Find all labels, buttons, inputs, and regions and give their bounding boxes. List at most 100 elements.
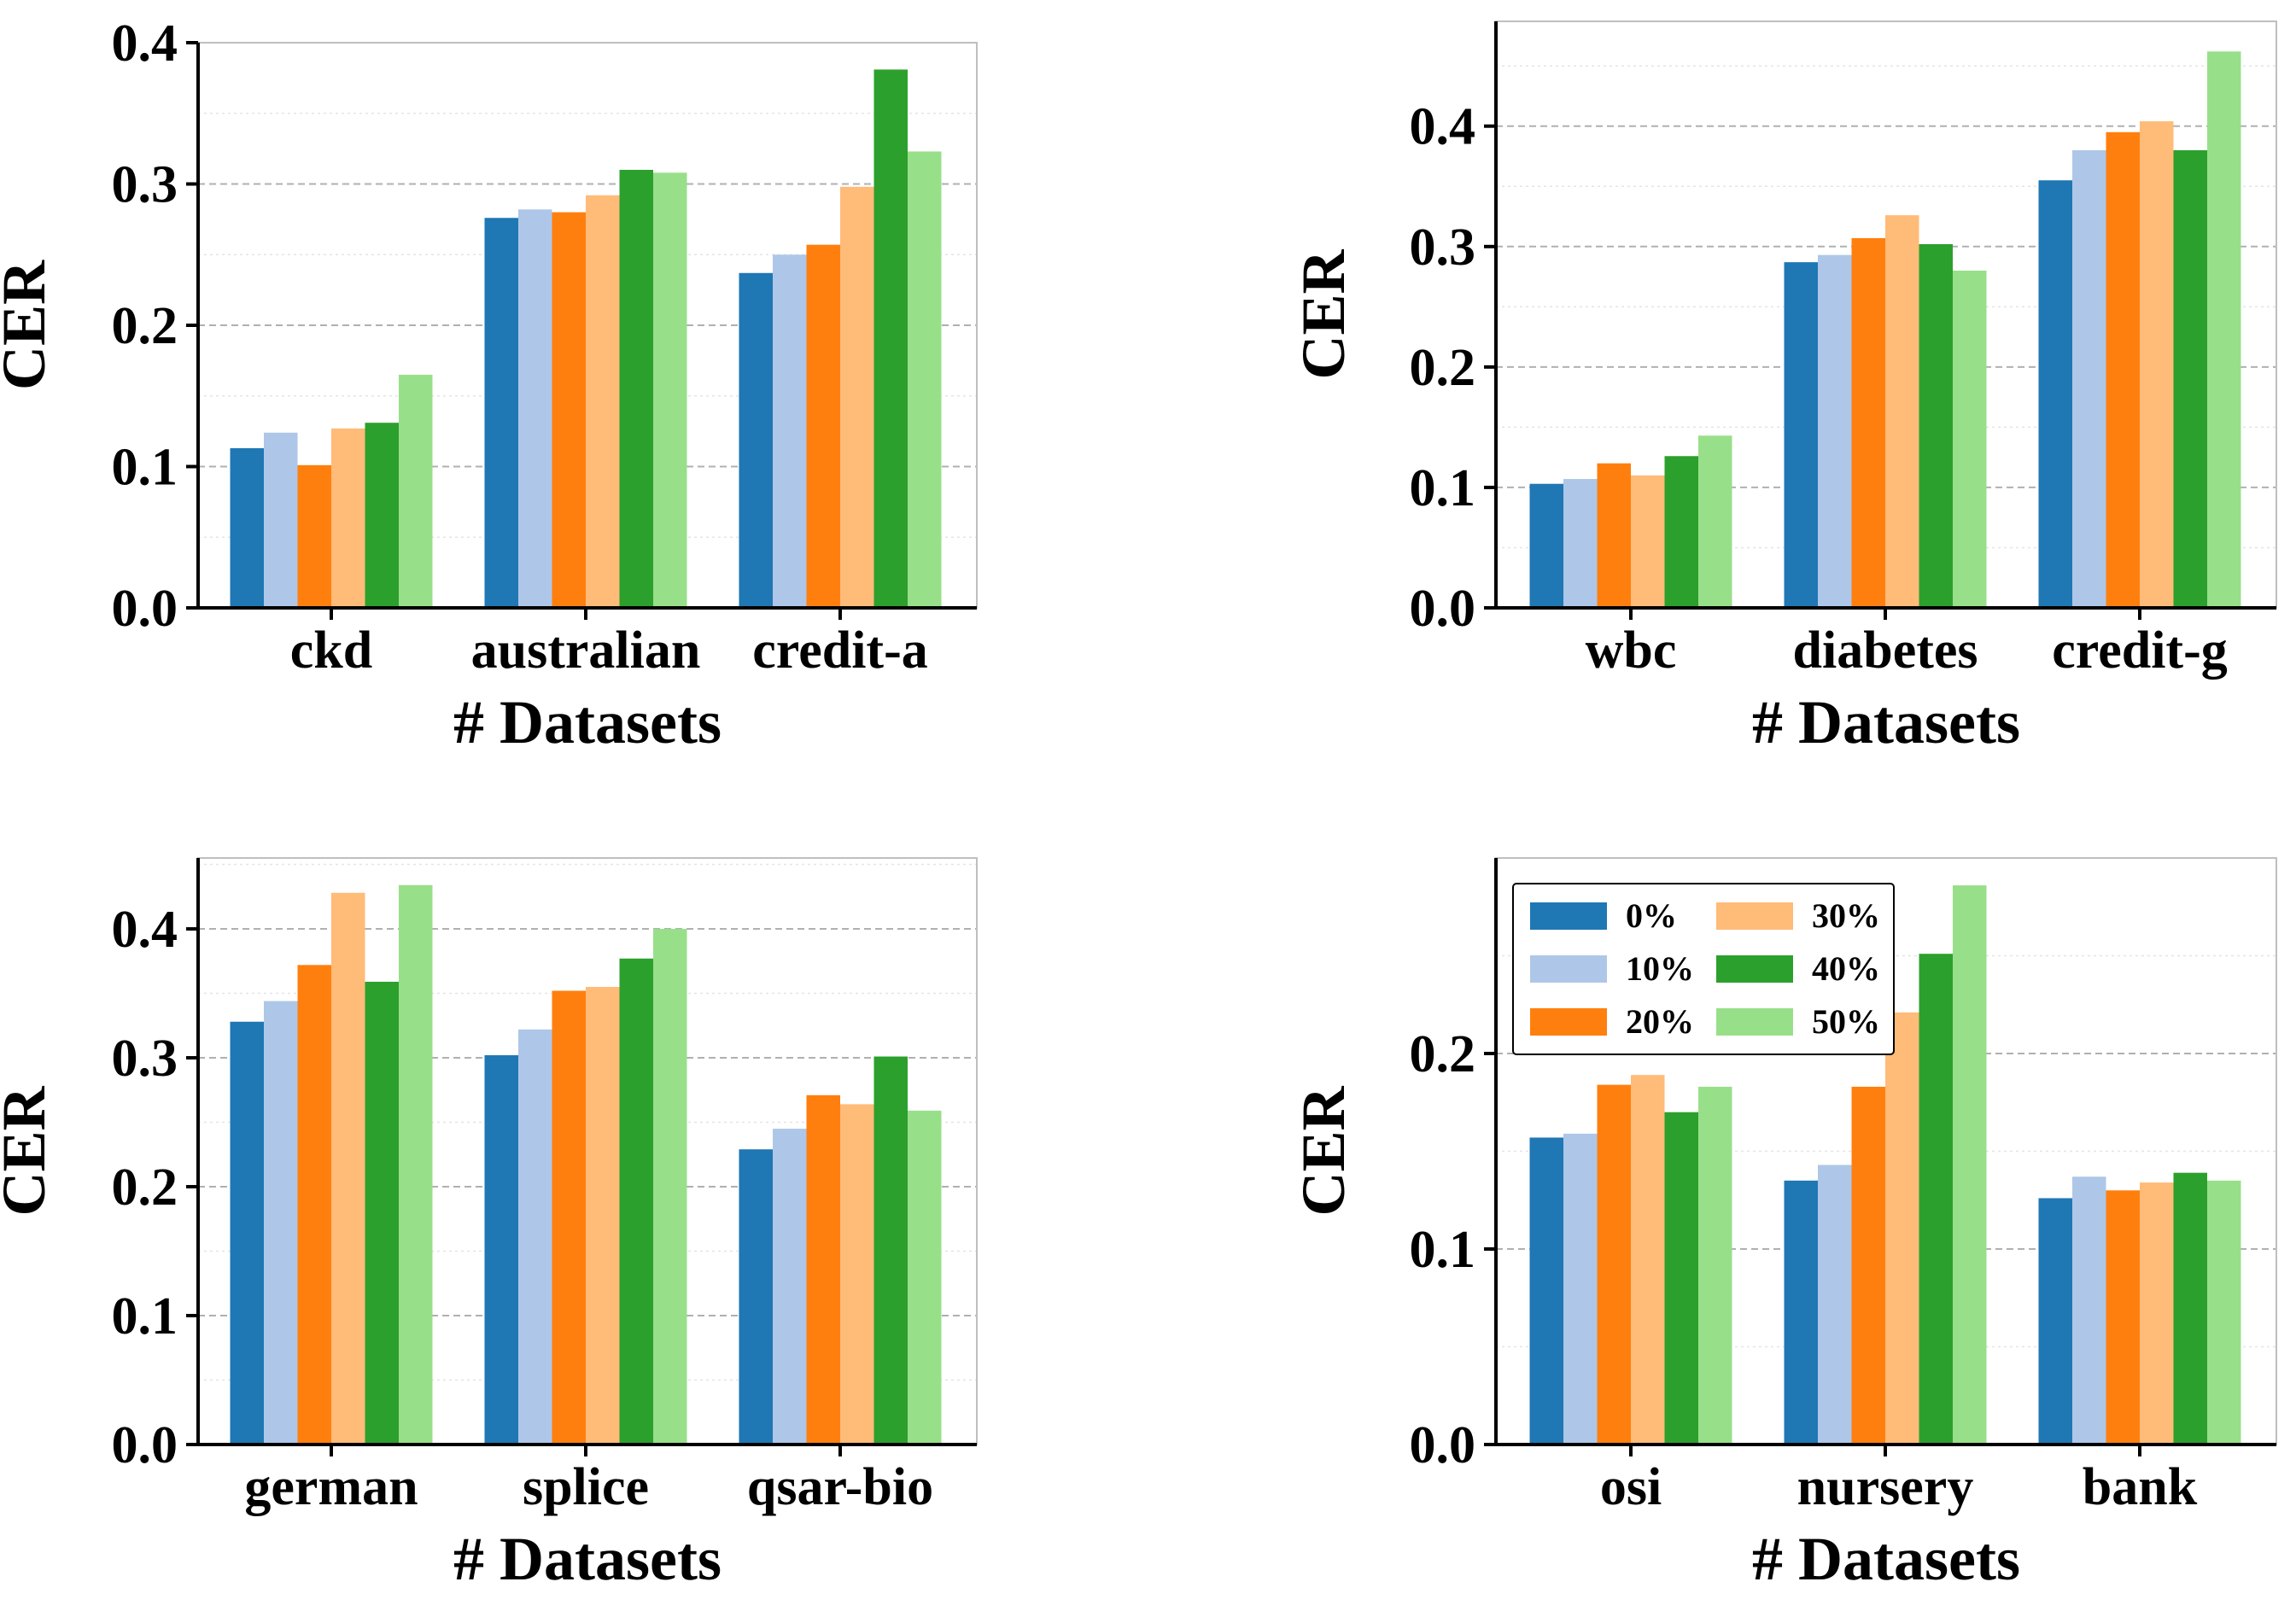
bar-bank-40pct bbox=[2173, 1172, 2207, 1445]
x-tick-label: ckd bbox=[290, 622, 372, 680]
x-axis-label: # Datasets bbox=[1752, 1525, 2020, 1593]
x-tick-label: splice bbox=[523, 1458, 649, 1516]
chart-bottom-left: 0.0 0.1 0.2 0.3 0.4 german splice qsar-bio # Dat… bbox=[0, 857, 978, 1593]
bar-diabetes-50pct bbox=[1953, 271, 1987, 608]
bar-nursery-20pct bbox=[1851, 1086, 1885, 1445]
x-tick-label: nursery bbox=[1797, 1458, 1974, 1516]
bar-ckd-30pct bbox=[331, 428, 365, 608]
y-tick-label: 0.2 bbox=[112, 1159, 178, 1217]
bar-german-40pct bbox=[365, 981, 399, 1445]
x-axis-label: # Datasets bbox=[453, 688, 722, 756]
bar-diabetes-0pct bbox=[1784, 262, 1818, 608]
y-tick-label: 0.0 bbox=[1410, 580, 1476, 638]
y-tick-label: 0.1 bbox=[112, 439, 178, 497]
bar-wbc-50pct bbox=[1698, 435, 1732, 608]
legend-swatch-10pct bbox=[1530, 955, 1607, 983]
y-tick-label: 0.2 bbox=[1410, 1025, 1476, 1083]
bar-credit-a-50pct bbox=[908, 151, 942, 608]
bar-credit-a-20pct bbox=[806, 244, 840, 608]
bar-qsar-bio-0pct bbox=[739, 1149, 773, 1445]
bar-bank-30pct bbox=[2140, 1182, 2174, 1445]
legend-swatch-0pct bbox=[1530, 902, 1607, 930]
bar-bank-0pct bbox=[2038, 1198, 2072, 1445]
bar-australian-0pct bbox=[484, 218, 518, 608]
x-tick-label: wbc bbox=[1586, 622, 1677, 680]
y-tick-label: 0.4 bbox=[1410, 98, 1476, 156]
bar-credit-g-40pct bbox=[2173, 149, 2207, 608]
x-axis-label: # Datasets bbox=[453, 1525, 722, 1593]
y-axis-label: CER bbox=[1289, 248, 1358, 379]
bar-german-20pct bbox=[297, 965, 331, 1445]
bar-osi-10pct bbox=[1563, 1133, 1598, 1445]
bar-credit-a-0pct bbox=[739, 272, 773, 608]
chart-bottom-right: 0.0 0.1 0.2 osi nursery bank # Datasets CER 0% 10… bbox=[1289, 857, 2277, 1593]
bar-australian-40pct bbox=[619, 169, 653, 608]
legend-label: 20% bbox=[1626, 1002, 1694, 1041]
bar-diabetes-30pct bbox=[1885, 215, 1919, 609]
bar-ckd-20pct bbox=[297, 464, 331, 608]
y-tick-label: 0.3 bbox=[112, 1030, 178, 1088]
y-tick-label: 0.1 bbox=[112, 1287, 178, 1345]
bar-nursery-30pct bbox=[1885, 1012, 1919, 1445]
x-axis-label: # Datasets bbox=[1752, 688, 2020, 756]
x-tick-label: australian bbox=[471, 622, 701, 680]
x-tick-label: german bbox=[244, 1458, 418, 1516]
bar-diabetes-10pct bbox=[1818, 254, 1852, 608]
bar-credit-g-0pct bbox=[2038, 180, 2072, 608]
bar-wbc-20pct bbox=[1597, 463, 1631, 608]
bar-ckd-0pct bbox=[230, 447, 264, 608]
bar-nursery-50pct bbox=[1953, 885, 1987, 1445]
bar-nursery-10pct bbox=[1818, 1164, 1852, 1445]
bar-diabetes-20pct bbox=[1851, 237, 1885, 608]
y-axis-label: CER bbox=[0, 1085, 58, 1216]
x-tick-label: qsar-bio bbox=[747, 1458, 933, 1516]
chart-top-right: 0.0 0.1 0.2 0.3 0.4 wbc diabetes credit-g # Data… bbox=[1289, 20, 2277, 756]
bar-wbc-10pct bbox=[1563, 479, 1598, 608]
bar-australian-30pct bbox=[586, 195, 620, 609]
legend-swatch-20pct bbox=[1530, 1008, 1607, 1036]
bars bbox=[1529, 885, 2241, 1445]
y-tick-label: 0.0 bbox=[1410, 1416, 1476, 1474]
x-tick-label: credit-g bbox=[2052, 622, 2227, 680]
bar-osi-0pct bbox=[1529, 1137, 1563, 1445]
x-tick-label: bank bbox=[2083, 1458, 2198, 1516]
x-tick-label: osi bbox=[1600, 1458, 1662, 1516]
bar-nursery-0pct bbox=[1784, 1180, 1818, 1445]
x-tick-label: diabetes bbox=[1793, 622, 1978, 680]
bar-german-50pct bbox=[399, 884, 433, 1445]
y-tick-label: 0.0 bbox=[112, 580, 178, 638]
bar-diabetes-40pct bbox=[1919, 243, 1953, 608]
legend-label: 10% bbox=[1626, 949, 1694, 988]
bar-splice-30pct bbox=[586, 986, 620, 1445]
bar-credit-a-30pct bbox=[840, 186, 874, 608]
bar-osi-50pct bbox=[1698, 1086, 1732, 1445]
legend-swatch-40pct bbox=[1716, 955, 1793, 983]
legend-box bbox=[1512, 883, 1895, 1055]
bar-german-10pct bbox=[264, 1001, 298, 1445]
y-tick-label: 0.2 bbox=[112, 297, 178, 355]
bar-qsar-bio-50pct bbox=[908, 1110, 942, 1445]
bar-osi-40pct bbox=[1664, 1112, 1698, 1445]
y-tick-label: 0.3 bbox=[112, 156, 178, 214]
bar-qsar-bio-10pct bbox=[773, 1129, 807, 1445]
bar-osi-30pct bbox=[1631, 1075, 1665, 1445]
y-axis-label: CER bbox=[0, 260, 58, 390]
bar-osi-20pct bbox=[1597, 1084, 1631, 1445]
bar-ckd-10pct bbox=[264, 432, 298, 608]
y-tick-label: 0.1 bbox=[1410, 1221, 1476, 1279]
y-tick-label: 0.2 bbox=[1410, 339, 1476, 397]
y-axis-label: CER bbox=[1289, 1085, 1358, 1216]
bar-qsar-bio-20pct bbox=[806, 1094, 840, 1445]
bar-credit-g-20pct bbox=[2106, 131, 2140, 608]
chart-top-left: 0.0 0.1 0.2 0.3 0.4 ckd australian credit-a # Da… bbox=[0, 15, 978, 756]
legend-label: 50% bbox=[1812, 1002, 1880, 1041]
bar-german-0pct bbox=[230, 1021, 264, 1445]
bar-qsar-bio-40pct bbox=[873, 1056, 908, 1445]
legend-swatch-30pct bbox=[1716, 902, 1793, 930]
bar-australian-20pct bbox=[552, 212, 586, 608]
legend-label: 30% bbox=[1812, 896, 1880, 935]
bar-wbc-0pct bbox=[1529, 483, 1563, 608]
bar-german-30pct bbox=[331, 892, 365, 1445]
y-tick-label: 0.4 bbox=[112, 15, 178, 73]
